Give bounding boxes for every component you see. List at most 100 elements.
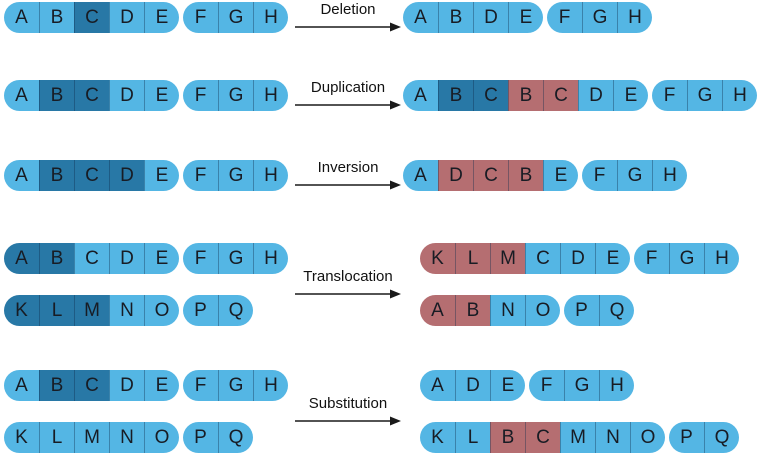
gene-segment-g: G bbox=[564, 370, 599, 401]
gene-segment-a: A bbox=[420, 295, 455, 326]
mutation-label: Duplication bbox=[310, 79, 386, 96]
gene-segment-l: L bbox=[39, 422, 74, 453]
gene-segment-f: F bbox=[529, 370, 564, 401]
gene-segment-a: A bbox=[4, 2, 39, 33]
gene-segment-e: E bbox=[613, 80, 648, 111]
gene-segment-h: H bbox=[253, 2, 288, 33]
gene-segment-f: F bbox=[547, 2, 582, 33]
gene-segment-d: D bbox=[109, 160, 144, 191]
gene-segment-m: M bbox=[74, 295, 109, 326]
gene-segment-k: K bbox=[4, 295, 39, 326]
gene-segment-m: M bbox=[490, 243, 525, 274]
gene-segment-f: F bbox=[183, 243, 218, 274]
gene-segment-n: N bbox=[595, 422, 630, 453]
gene-segment-q: Q bbox=[218, 295, 253, 326]
gene-segment-p: P bbox=[183, 295, 218, 326]
gene-segment-e: E bbox=[144, 160, 179, 191]
gene-segment-g: G bbox=[687, 80, 722, 111]
gene-segment-e: E bbox=[543, 160, 578, 191]
gene-segment-b: B bbox=[39, 370, 74, 401]
gene-segment-q: Q bbox=[704, 422, 739, 453]
mutation-arrow-group: Inversion bbox=[293, 160, 403, 191]
mutation-label: Translocation bbox=[303, 268, 393, 285]
mutation-label: Deletion bbox=[320, 1, 376, 18]
gene-segment-n: N bbox=[490, 295, 525, 326]
arrow-right-icon bbox=[295, 416, 401, 426]
gene-segment-c: C bbox=[74, 370, 109, 401]
gene-segment-d: D bbox=[473, 2, 508, 33]
gene-segment-c: C bbox=[74, 243, 109, 274]
gene-segment-f: F bbox=[634, 243, 669, 274]
gene-segment-p: P bbox=[669, 422, 704, 453]
mutation-row-deletion: A B C D E F G H Deletion A B D E F G H bbox=[0, 2, 768, 33]
gene-segment-q: Q bbox=[599, 295, 634, 326]
gene-segment-e: E bbox=[144, 370, 179, 401]
gene-segment-p: P bbox=[183, 422, 218, 453]
gene-segment-f: F bbox=[183, 370, 218, 401]
gene-segment-h: H bbox=[617, 2, 652, 33]
gene-segment-h: H bbox=[253, 243, 288, 274]
gene-segment-l: L bbox=[455, 243, 490, 274]
gene-segment-c: C bbox=[74, 160, 109, 191]
gene-segment-g: G bbox=[669, 243, 704, 274]
gene-segment-b: B bbox=[490, 422, 525, 453]
gene-segment-b: B bbox=[39, 160, 74, 191]
gene-segment-d: D bbox=[455, 370, 490, 401]
gene-segment-b: B bbox=[508, 160, 543, 191]
gene-segment-m: M bbox=[74, 422, 109, 453]
gene-segment-a: A bbox=[4, 80, 39, 111]
mutation-label: Inversion bbox=[317, 159, 379, 176]
gene-segment-d: D bbox=[109, 80, 144, 111]
gene-segment-c: C bbox=[473, 80, 508, 111]
mutation-arrow-group: Substitution bbox=[293, 396, 403, 427]
gene-segment-a: A bbox=[403, 80, 438, 111]
mutation-label: Substitution bbox=[308, 395, 388, 412]
mutation-row-inversion: A B C D E F G H Inversion A D C B E F G H bbox=[0, 160, 768, 191]
gene-segment-a: A bbox=[403, 160, 438, 191]
gene-segment-o: O bbox=[630, 422, 665, 453]
gene-segment-b: B bbox=[39, 243, 74, 274]
gene-segment-d: D bbox=[578, 80, 613, 111]
gene-segment-g: G bbox=[218, 370, 253, 401]
gene-segment-f: F bbox=[652, 80, 687, 111]
gene-segment-c: C bbox=[525, 422, 560, 453]
gene-segment-c: C bbox=[543, 80, 578, 111]
gene-segment-d: D bbox=[560, 243, 595, 274]
gene-segment-p: P bbox=[564, 295, 599, 326]
gene-segment-o: O bbox=[525, 295, 560, 326]
gene-segment-b: B bbox=[39, 2, 74, 33]
gene-segment-e: E bbox=[144, 2, 179, 33]
gene-segment-h: H bbox=[704, 243, 739, 274]
arrow-right-icon bbox=[295, 180, 401, 190]
gene-segment-b: B bbox=[438, 2, 473, 33]
gene-segment-e: E bbox=[508, 2, 543, 33]
